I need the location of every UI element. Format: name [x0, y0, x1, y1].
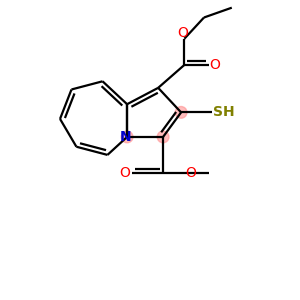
Text: O: O — [185, 166, 196, 180]
Circle shape — [175, 106, 187, 118]
Text: O: O — [209, 58, 220, 72]
Circle shape — [121, 131, 133, 143]
Text: SH: SH — [213, 105, 234, 119]
Circle shape — [157, 131, 169, 143]
Text: N: N — [120, 130, 131, 144]
Text: O: O — [177, 26, 188, 40]
Text: O: O — [119, 166, 130, 180]
